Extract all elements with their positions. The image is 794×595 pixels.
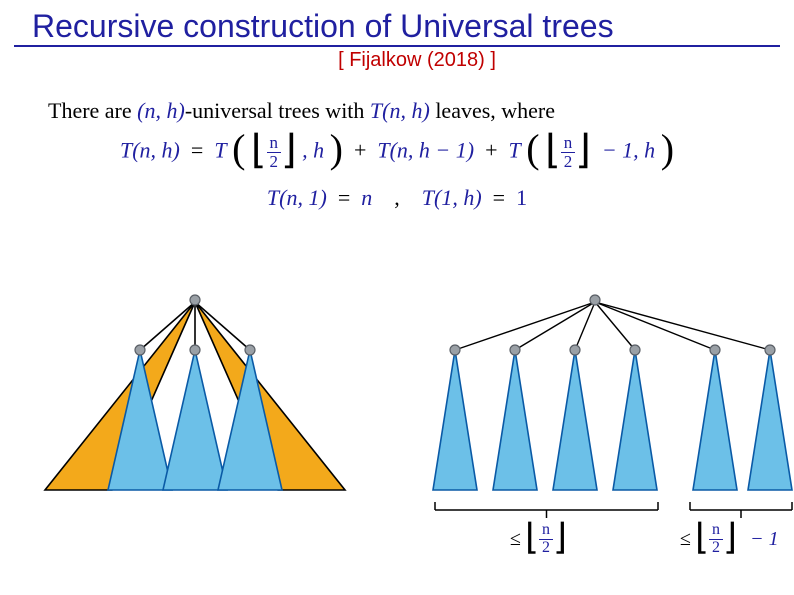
rec-lhs-T: T [120, 137, 132, 162]
bound2-den: 2 [709, 540, 723, 557]
floor-2: ⌊ n 2 ⌋ [545, 134, 591, 171]
rec-T3-T: T [509, 137, 521, 162]
base1-rhs: n [361, 185, 372, 210]
page-title: Recursive construction of Universal tree… [14, 0, 780, 47]
floor1-den: 2 [267, 153, 282, 171]
rec-T3-minus1: − 1, h [602, 137, 655, 162]
theorem-line: There are (n, h)-universal trees with T(… [48, 98, 754, 124]
rec-T2-args: (n, h − 1) [390, 137, 475, 162]
bound1-le: ≤ [510, 528, 521, 551]
bound1-den: 2 [539, 540, 553, 557]
base1-args: (n, 1) [279, 185, 327, 210]
theorem-suffix: leaves, where [435, 98, 555, 123]
diagrams-area: ≤ ⌊ n 2 ⌋ ≤ ⌊ n 2 ⌋ − 1 [0, 290, 794, 590]
base2-eq: = [493, 185, 505, 210]
base1-T: T [267, 185, 279, 210]
base2-args: (1, h) [434, 185, 482, 210]
rec-eq: = [191, 137, 203, 162]
bound-label-2: ≤ ⌊ n 2 ⌋ − 1 [680, 522, 779, 557]
recurrence-equation: T(n, h) = T ( ⌊ n 2 ⌋ , h ) + T(n, h − 1… [0, 134, 794, 171]
citation: [ Fijalkow (2018) ] [0, 49, 794, 72]
floor1-num: n [267, 134, 282, 153]
bound2-tail: − 1 [750, 528, 779, 551]
rec-lhs-args: (n, h) [132, 137, 180, 162]
theorem-T: T(n, h) [370, 98, 430, 123]
bound2-le: ≤ [680, 528, 691, 551]
rec-T2-T: T [377, 137, 389, 162]
base-comma: , [394, 185, 400, 210]
theorem-prefix: There are [48, 98, 132, 123]
base2-T: T [422, 185, 434, 210]
bound1-num: n [539, 522, 553, 540]
bound-label-1: ≤ ⌊ n 2 ⌋ [510, 522, 567, 557]
base2-rhs: 1 [516, 185, 527, 210]
floor2-num: n [561, 134, 576, 153]
base1-eq: = [338, 185, 350, 210]
floor-1: ⌊ n 2 ⌋ [251, 134, 297, 171]
base-cases: T(n, 1) = n , T(1, h) = 1 [0, 185, 794, 211]
floor2-den: 2 [561, 153, 576, 171]
rec-T1-tail: , h [302, 137, 324, 162]
rec-plus1: + [354, 137, 366, 162]
tree-diagrams-svg [0, 290, 794, 520]
rec-plus2: + [485, 137, 497, 162]
rec-T1-T: T [214, 137, 226, 162]
theorem-mid: -universal trees with [185, 98, 365, 123]
theorem-pair: (n, h) [137, 98, 185, 123]
bound2-num: n [709, 522, 723, 540]
